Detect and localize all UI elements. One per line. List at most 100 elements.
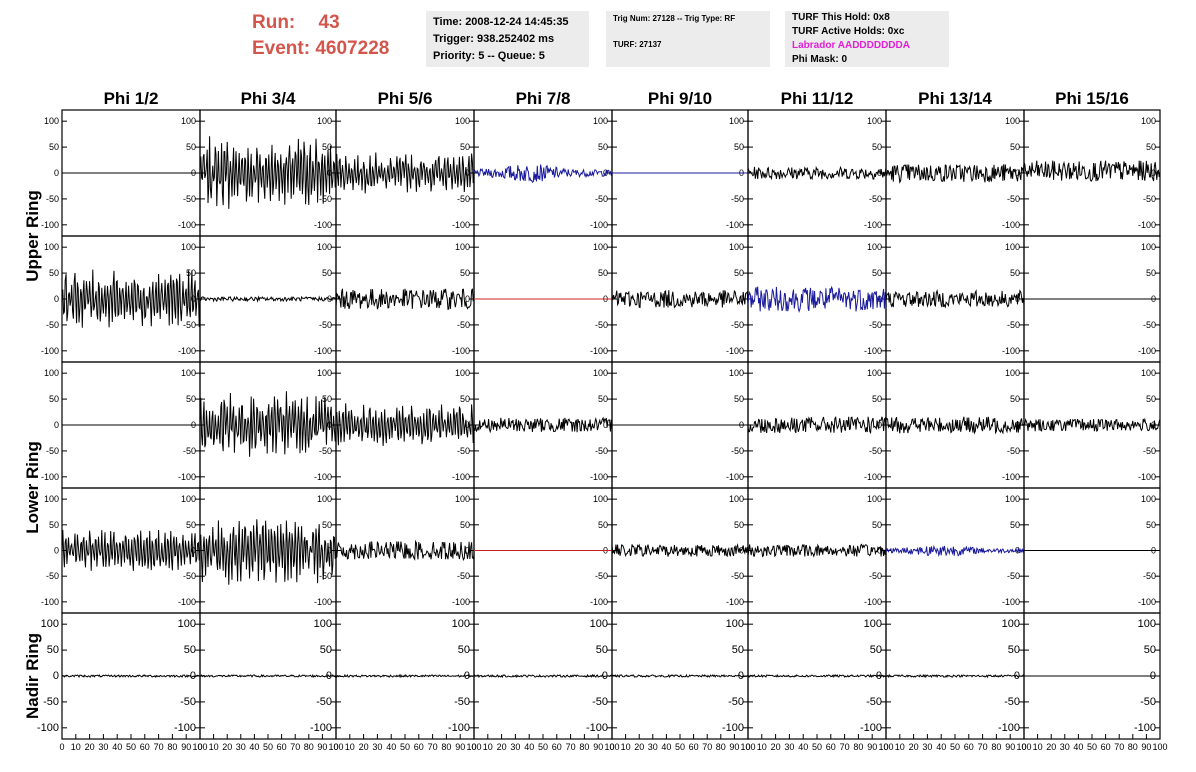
x-tick-label: 90 [729,742,739,752]
y-tick-label: -50 [731,194,744,204]
y-tick-label: 100 [1141,368,1156,378]
y-tick-label: 100 [1141,494,1156,504]
y-tick-label: -50 [869,194,882,204]
y-tick-label: -50 [869,571,882,581]
x-tick-label: 100 [1016,742,1031,752]
y-tick-label: -50 [46,446,59,456]
y-tick-label: 0 [54,420,59,430]
y-tick-label: 50 [460,142,470,152]
y-tick-label: -100 [1138,597,1156,607]
waveform-trace [199,391,337,457]
y-tick-label: -100 [41,220,59,230]
y-tick-label: -50 [457,571,470,581]
waveform-trace [611,543,749,558]
x-tick-label: 50 [263,742,273,752]
y-tick-label: 100 [593,368,608,378]
x-tick-label: 60 [140,742,150,752]
y-tick-label: -100 [864,597,882,607]
x-tick-label: 100 [466,742,481,752]
waveform-trace [335,403,475,447]
x-tick-label: 70 [154,742,164,752]
y-tick-label: 50 [1146,520,1156,530]
y-tick-label: 50 [322,142,332,152]
y-tick-label: 100 [181,242,196,252]
y-tick-label: -50 [1007,571,1020,581]
y-tick-label: -50 [595,446,608,456]
y-tick-label: -100 [452,346,470,356]
waveform-trace [473,673,613,679]
x-tick-label: 40 [524,742,534,752]
y-tick-label: -50 [183,194,196,204]
y-tick-label: 50 [460,268,470,278]
y-tick-label: 100 [590,618,608,630]
waveform-trace [335,288,475,311]
x-tick-label: 20 [634,742,644,752]
y-tick-label: 100 [181,116,196,126]
y-tick-label: 0 [327,546,332,556]
x-tick-label: 10 [71,742,81,752]
x-tick-label: 70 [1114,742,1124,752]
y-tick-label: 100 [1005,368,1020,378]
x-tick-label: 60 [964,742,974,752]
y-tick-label: 100 [181,368,196,378]
x-tick-label: 80 [1128,742,1138,752]
column-title: Phi 15/16 [1055,89,1129,108]
y-tick-label: -100 [726,472,744,482]
y-tick-label: -50 [316,696,332,708]
y-tick-label: -100 [314,472,332,482]
y-tick-label: 100 [317,368,332,378]
x-tick-label: 30 [236,742,246,752]
time-info-box: Time: 2008-12-24 14:45:35 Trigger: 938.2… [426,11,589,67]
y-tick-label: 100 [455,494,470,504]
x-tick-label: 100 [1152,742,1167,752]
y-tick-label: -100 [860,722,882,734]
x-tick-label: 90 [455,742,465,752]
run-line: Run: 43 [252,10,412,36]
x-tick-label: 10 [209,742,219,752]
y-tick-label: 100 [317,116,332,126]
waveform-trace [1023,417,1161,433]
labrador-text: Labrador AADDDDDDDA [792,40,910,51]
x-tick-label: 50 [400,742,410,752]
y-tick-label: -50 [183,320,196,330]
y-tick-label: 100 [1005,242,1020,252]
y-tick-label: 100 [1002,618,1020,630]
waveform-trace [335,539,475,561]
waveform-trace [199,295,337,303]
y-tick-label: 100 [455,116,470,126]
x-tick-label: 60 [689,742,699,752]
column-title: Phi 1/2 [104,89,159,108]
x-tick-label: 10 [483,742,493,752]
x-tick-label: 20 [359,742,369,752]
column-title: Phi 3/4 [241,89,296,108]
y-tick-label: 100 [181,494,196,504]
row-label: Nadir Ring [23,633,42,719]
y-tick-label: -50 [592,696,608,708]
x-tick-label: 10 [621,742,631,752]
waveform-trace [61,674,201,679]
x-tick-label: 100 [878,742,893,752]
x-tick-label: 90 [1141,742,1151,752]
y-tick-label: 100 [178,618,196,630]
y-tick-label: 100 [44,116,59,126]
y-tick-label: 50 [734,394,744,404]
x-tick-label: 20 [771,742,781,752]
y-tick-label: 50 [598,394,608,404]
y-tick-label: -50 [46,571,59,581]
y-tick-label: 50 [734,268,744,278]
x-tick-label: 70 [290,742,300,752]
y-tick-label: -100 [37,722,59,734]
y-tick-label: 50 [186,394,196,404]
phi-mask-text: Phi Mask: 0 [792,54,848,65]
x-tick-label: 90 [181,742,191,752]
turf-text: TURF: 27137 [613,40,662,49]
x-tick-label: 90 [317,742,327,752]
y-tick-label: 50 [460,520,470,530]
x-tick-label: 30 [1060,742,1070,752]
y-tick-label: 100 [867,368,882,378]
y-tick-label: 100 [455,368,470,378]
x-tick-label: 0 [333,742,338,752]
y-tick-label: 50 [460,394,470,404]
y-tick-label: -50 [595,571,608,581]
y-tick-label: 50 [872,142,882,152]
